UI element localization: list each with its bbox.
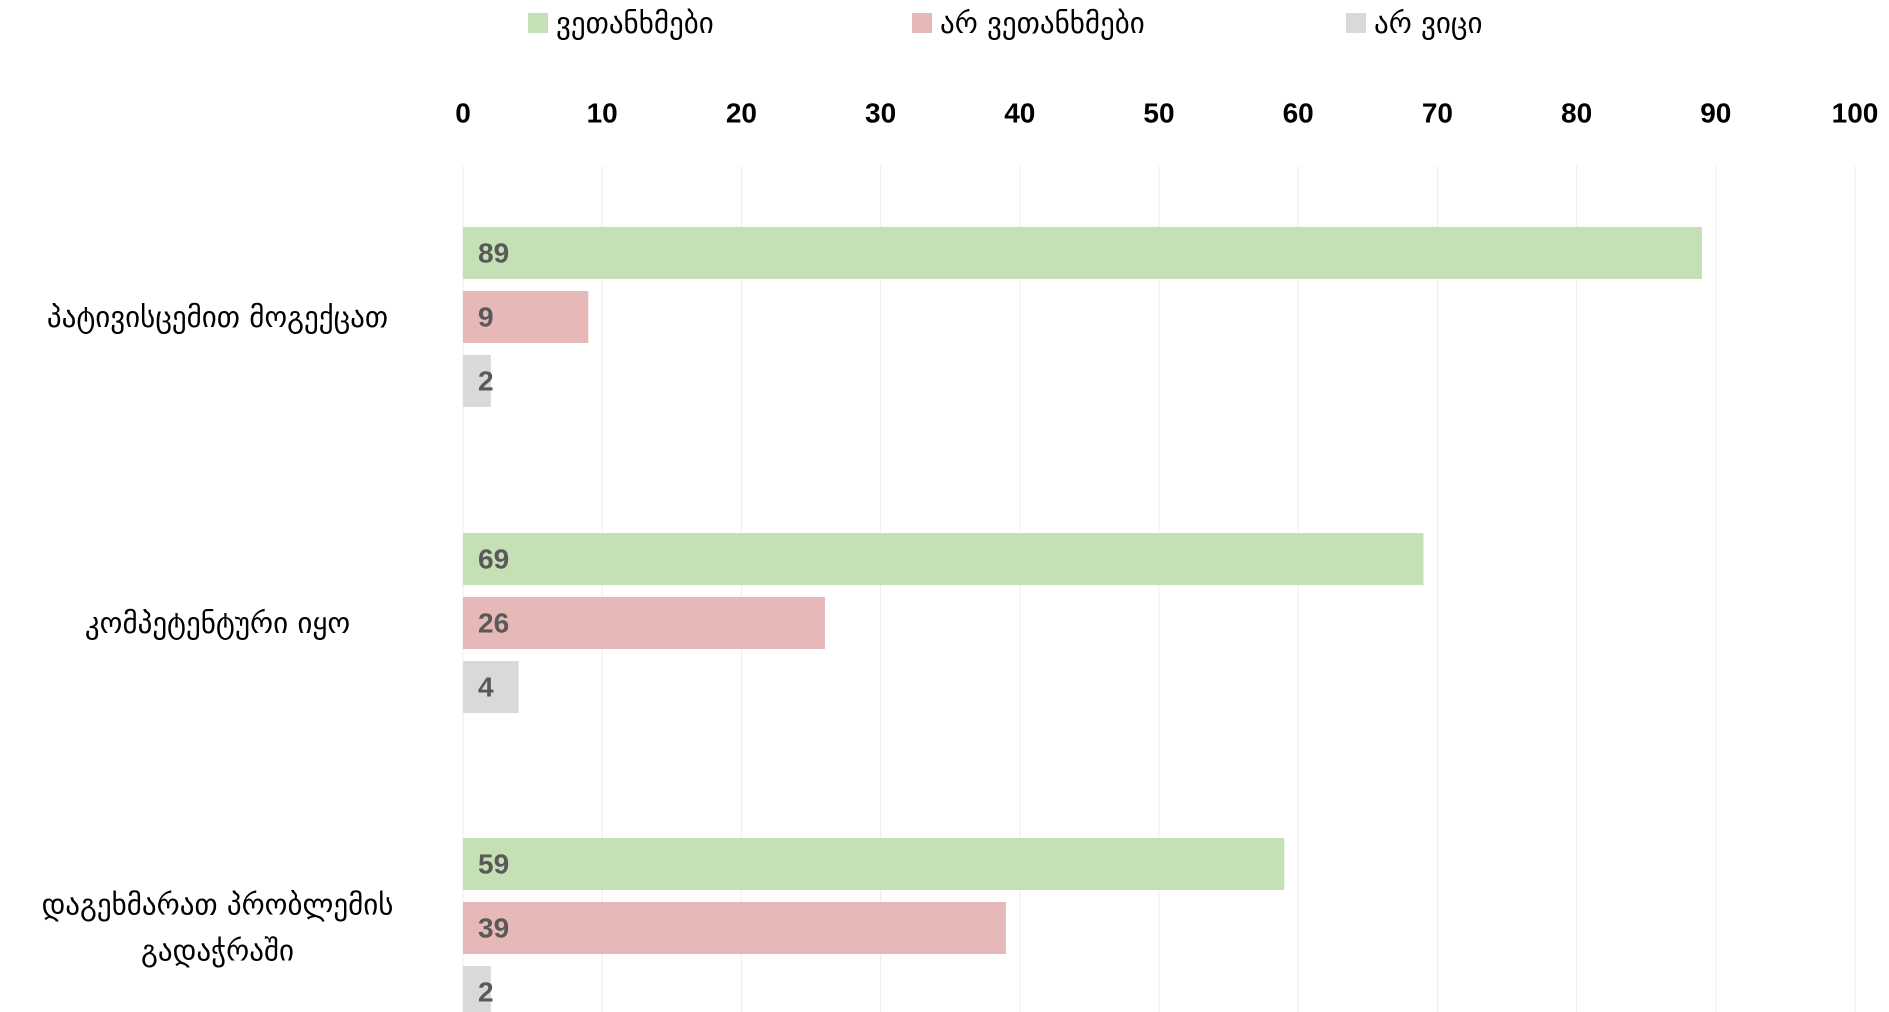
value-label: 4: [478, 671, 494, 702]
x-tick-label: 0: [455, 97, 471, 128]
value-label: 69: [478, 543, 509, 574]
bar: [463, 227, 1702, 279]
legend-label: არ ვიცი: [1374, 6, 1482, 40]
bar: [463, 661, 519, 713]
value-label: 39: [478, 912, 509, 943]
bar: [463, 597, 825, 649]
x-tick-label: 90: [1700, 97, 1731, 128]
x-tick-label: 50: [1143, 97, 1174, 128]
legend-label: ვეთანხმები: [556, 6, 714, 40]
value-label: 2: [478, 976, 494, 1007]
x-tick-label: 60: [1283, 97, 1314, 128]
bar: [463, 838, 1285, 890]
x-tick-label: 80: [1561, 97, 1592, 128]
value-label: 59: [478, 848, 509, 879]
value-label: 2: [478, 365, 494, 396]
bar: [463, 902, 1006, 954]
legend-swatch: [912, 13, 932, 33]
y-tick-label: პატივისცემით მოგექცათ: [46, 299, 389, 334]
bar: [463, 966, 491, 1012]
y-tick-label: კომპეტენტური იყო: [84, 605, 351, 640]
bar: [463, 291, 589, 343]
legend-swatch: [1346, 13, 1366, 33]
value-label: 89: [478, 237, 509, 268]
value-label: 26: [478, 607, 509, 638]
x-tick-label: 20: [726, 97, 757, 128]
bar: [463, 533, 1424, 585]
legend-label: არ ვეთანხმები: [940, 6, 1145, 40]
value-label: 9: [478, 301, 494, 332]
legend-swatch: [528, 13, 548, 33]
bar: [463, 355, 491, 407]
x-tick-label: 100: [1832, 97, 1879, 128]
x-tick-label: 30: [865, 97, 896, 128]
x-tick-label: 40: [1004, 97, 1035, 128]
x-tick-label: 70: [1422, 97, 1453, 128]
x-tick-label: 10: [587, 97, 618, 128]
y-tick-label: დაგეხმარათ პრობლემის გადაჭრაში: [41, 887, 394, 968]
